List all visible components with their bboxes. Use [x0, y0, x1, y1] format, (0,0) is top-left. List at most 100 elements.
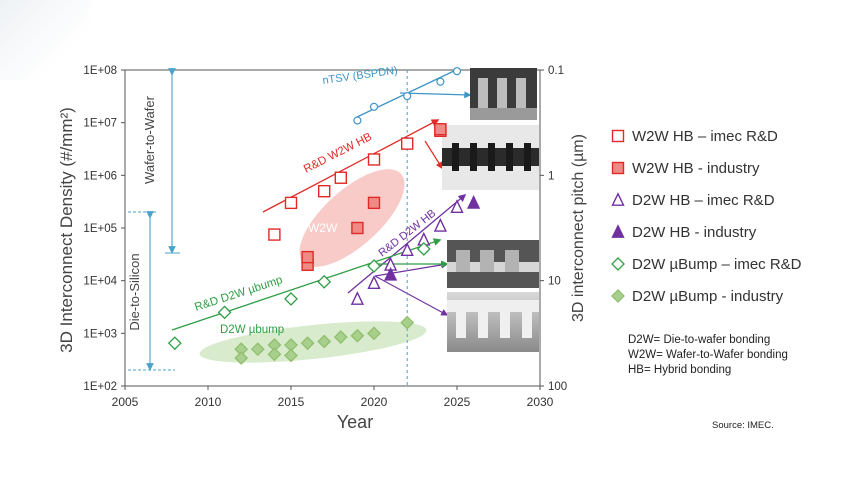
data-point [400, 315, 415, 330]
ntsv-label: nTSV (BSPDN) [322, 65, 399, 87]
data-point [333, 330, 348, 344]
legend-label: W2W HB – imec R&D [632, 127, 778, 145]
ntsv-image-arrow [399, 91, 472, 99]
abbreviation-definitions: D2W= Die-to-wafer bonding W2W= Wafer-to-… [628, 333, 788, 378]
data-point [367, 275, 381, 290]
legend-label: D2W HB – imec R&D [632, 191, 775, 209]
data-point [403, 91, 412, 101]
data-point [268, 228, 281, 241]
data-point [267, 347, 282, 362]
die-to-silicon-label: Die-to-Silicon [127, 253, 142, 330]
data-point [217, 305, 232, 320]
legend-item: W2W HB - industry [610, 158, 760, 178]
data-point [250, 342, 265, 357]
data-point [367, 196, 381, 210]
data-point [284, 196, 298, 210]
y-tick-label: 1E+02 [83, 381, 117, 393]
data-point [400, 242, 414, 257]
data-point [401, 137, 414, 150]
legend-marker-icon [611, 129, 625, 143]
legend-label: W2W HB - industry [632, 159, 760, 177]
legend-marker-icon [611, 224, 625, 238]
x-tick-label: 2015 [278, 395, 305, 409]
data-point [367, 259, 381, 273]
corner-decoration [0, 0, 90, 80]
y2-tick-label: 1 [548, 170, 554, 182]
y2-tick-label: 100 [548, 381, 567, 393]
y-tick-label: 1E+04 [83, 276, 117, 288]
data-point [466, 195, 481, 209]
d2w-image-arrow-lower [374, 275, 449, 316]
y-tick-label: 1E+06 [83, 170, 117, 182]
legend-item: D2W HB – imec R&D [610, 190, 775, 210]
data-point [353, 116, 362, 125]
sem-image-w2w [442, 125, 539, 190]
d2w-image-arrow-upper [374, 261, 449, 277]
data-point [452, 67, 462, 76]
y2-axis-ticks: 0.1 1 10 100 [540, 65, 567, 393]
x-axis-ticks: 2005 2010 2015 2020 2025 2030 [112, 386, 554, 409]
data-point [350, 291, 365, 305]
legend-marker [611, 257, 625, 271]
legend-marker [611, 161, 625, 175]
data-point [317, 274, 332, 289]
y-tick-label: 1E+08 [83, 65, 117, 77]
die-to-silicon-range [128, 211, 175, 371]
legend-marker-icon [611, 289, 625, 303]
definition-w2w: W2W= Wafer-to-Wafer bonding [628, 349, 788, 361]
y-tick-label: 1E+05 [83, 223, 117, 235]
w2w-cluster-label: W2W [308, 221, 338, 235]
data-point [367, 326, 381, 341]
x-tick-label: 2005 [112, 395, 139, 409]
data-point [367, 153, 381, 166]
sem-image-ntsv [470, 68, 537, 120]
data-point [301, 250, 314, 264]
y2-tick-label: 0.1 [548, 65, 564, 77]
x-tick-label: 2010 [195, 395, 222, 409]
y-axis-title: 3D Interconnect Density (#/mm²) [57, 107, 76, 353]
data-point [350, 328, 365, 343]
legend-label: D2W µBump - industry [632, 287, 784, 305]
y2-tick-label: 10 [548, 276, 561, 288]
legend-marker [611, 192, 625, 206]
data-point [433, 217, 448, 232]
data-point [284, 292, 298, 306]
x-tick-label: 2025 [444, 395, 471, 409]
data-point [450, 199, 464, 213]
legend-item: W2W HB – imec R&D [610, 126, 778, 146]
y-tick-label: 1E+03 [83, 328, 117, 340]
data-point [317, 334, 332, 349]
w2w-image-arrow [424, 140, 443, 170]
legend-marker [611, 224, 625, 238]
legend-marker [611, 129, 625, 143]
data-point [434, 123, 447, 136]
data-point [318, 184, 331, 198]
data-point [234, 351, 249, 365]
w2w-trend-line [262, 119, 440, 213]
legend-label: D2W µBump – imec R&D [632, 255, 802, 273]
w2w-industry-cluster [299, 169, 405, 267]
d2w-ubump-cluster-label: D2W µbump [220, 324, 284, 336]
legend-label: D2W HB - industry [632, 223, 757, 241]
legend-item: D2W µBump - industry [610, 286, 783, 306]
legend-marker-icon [611, 161, 625, 175]
data-point [369, 102, 379, 111]
legend-marker-icon [611, 257, 625, 271]
sem-image-d2w-lower [447, 292, 539, 352]
y-axis-ticks: 1E+02 1E+03 1E+04 1E+05 1E+06 1E+07 1E+08 [83, 65, 125, 393]
data-point [416, 242, 431, 256]
legend-marker [611, 289, 625, 303]
d2w-ubump-trend-line [171, 238, 442, 331]
wafer-to-wafer-label: Wafer-to-Wafer [142, 95, 157, 184]
y-tick-label: 1E+07 [83, 118, 117, 130]
y2-axis-title: 3D interconnect pitch (µm) [570, 134, 587, 322]
definition-hb: HB= Hybrid bonding [628, 364, 732, 376]
x-tick-label: 2020 [361, 395, 388, 409]
data-point [284, 348, 298, 363]
data-markers [167, 67, 481, 365]
x-axis-title: Year [337, 412, 373, 432]
data-point [436, 77, 445, 86]
data-point [334, 171, 347, 184]
